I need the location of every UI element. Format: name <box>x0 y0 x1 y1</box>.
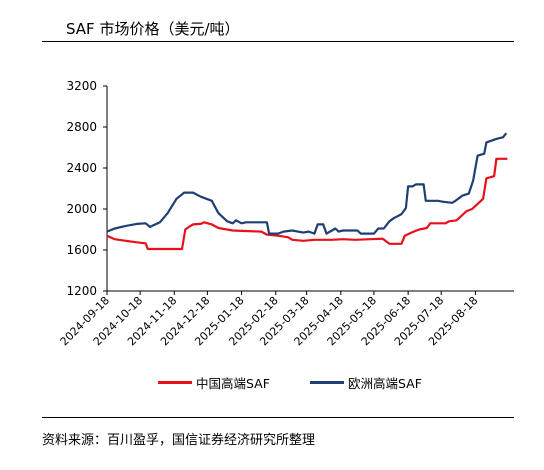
title-divider <box>42 41 514 42</box>
y-axis-ticks: 1200 1600 2000 2400 2800 3200 <box>66 79 107 298</box>
source-divider <box>42 417 514 418</box>
legend-item-china: 中国高端SAF <box>158 373 270 392</box>
legend-item-europe: 欧洲高端SAF <box>310 373 422 392</box>
legend-label-europe: 欧洲高端SAF <box>348 376 422 391</box>
source-note: 资料来源：百川盈孚，国信证券经济研究所整理 <box>42 433 316 448</box>
chart-legend: 中国高端SAF 欧洲高端SAF <box>0 373 544 393</box>
legend-swatch-china <box>158 381 192 384</box>
line-chart: 1200 1600 2000 2400 2800 3200 2024-09-182024-… <box>58 79 514 348</box>
legend-label-china: 中国高端SAF <box>196 376 270 391</box>
y-tick-label: 1600 <box>66 243 97 257</box>
series-line-europe <box>106 132 508 235</box>
y-tick-label: 2400 <box>66 161 97 175</box>
chart-title: SAF 市场价格（美元/吨） <box>66 20 240 38</box>
chart-axes <box>106 86 514 292</box>
series-line-china <box>106 157 508 251</box>
series-lines <box>106 132 508 251</box>
y-tick-label: 3200 <box>66 79 97 93</box>
x-axis-ticks: 2024-09-182024-10-182024-11-182024-12-18… <box>58 291 481 348</box>
y-tick-label: 2800 <box>66 120 97 134</box>
legend-swatch-europe <box>310 381 344 384</box>
y-tick-label: 1200 <box>66 284 97 298</box>
y-tick-label: 2000 <box>66 202 97 216</box>
